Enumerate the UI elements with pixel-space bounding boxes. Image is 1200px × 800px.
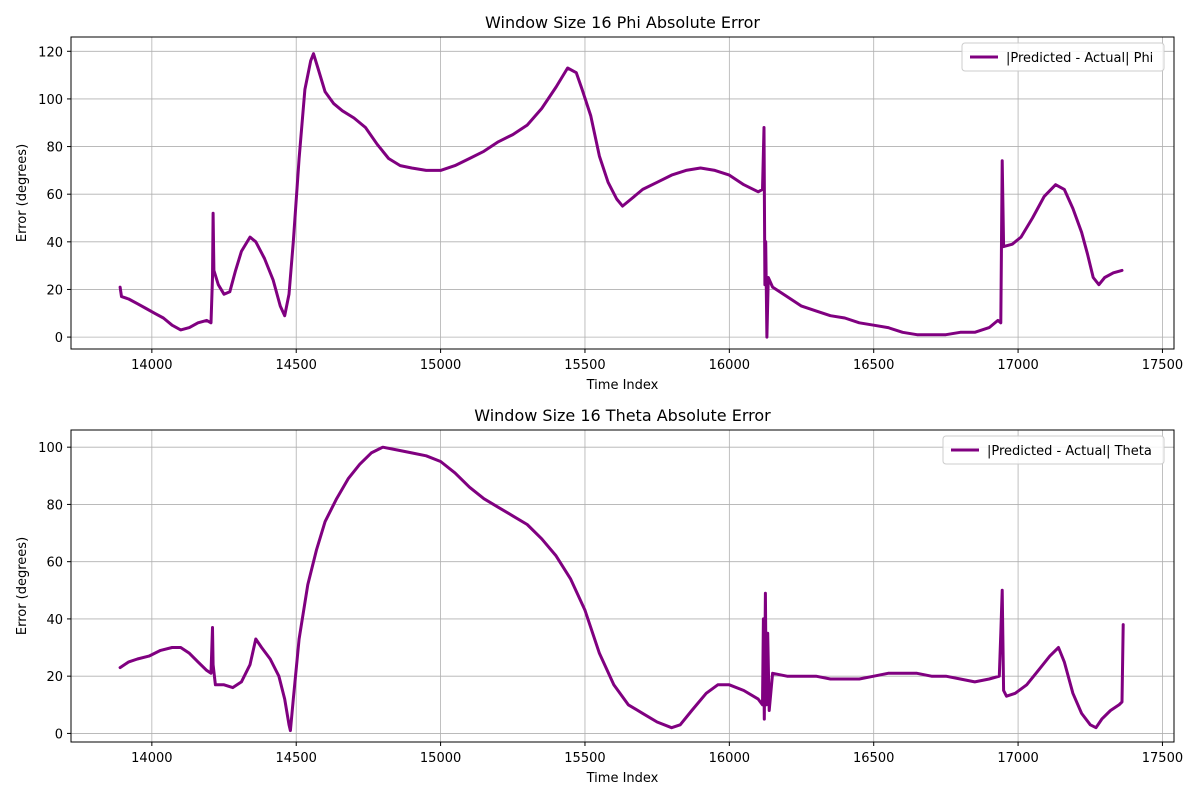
legend-box (961, 42, 1165, 72)
y-tick-label: 120 (38, 45, 63, 60)
y-tick-label: 100 (38, 93, 63, 108)
x-axis-label: Time Index (586, 771, 659, 786)
x-tick-label: 16500 (853, 358, 894, 373)
legend-box (942, 435, 1165, 465)
plot-area (71, 430, 1174, 742)
x-tick-label: 14500 (276, 358, 317, 373)
x-tick-label: 17000 (997, 358, 1038, 373)
x-tick-label: 17000 (997, 751, 1038, 766)
phi-error-chart: 14000 14500 15000 15500 16000 16500 17000 17500… (15, 13, 1183, 393)
x-tick-label: 15000 (420, 358, 461, 373)
y-tick-label: 40 (46, 613, 63, 628)
x-tick-label: 14000 (131, 751, 172, 766)
x-tick-label: 14500 (276, 751, 317, 766)
legend: |Predicted - Actual| Phi (961, 42, 1165, 72)
x-tick-label: 15500 (564, 358, 605, 373)
y-tick-label: 60 (46, 556, 63, 571)
y-tick-label: 60 (46, 188, 63, 203)
y-tick-label: 20 (46, 670, 63, 685)
y-tick-label: 80 (46, 498, 63, 513)
y-tick-label: 100 (38, 441, 63, 456)
theta-error-chart: 14000 14500 15000 15500 16000 16500 17000 17500… (15, 406, 1183, 786)
y-tick-label: 0 (55, 727, 63, 742)
x-tick-label: 15000 (420, 751, 461, 766)
x-tick-label: 16000 (709, 751, 750, 766)
legend-label: |Predicted - Actual| Phi (1006, 51, 1153, 66)
legend: |Predicted - Actual| Theta (942, 435, 1165, 465)
plot-area (71, 37, 1174, 349)
y-tick-label: 20 (46, 283, 63, 298)
chart-title: Window Size 16 Phi Absolute Error (485, 13, 760, 32)
x-tick-label: 14000 (131, 358, 172, 373)
series-line (118, 445, 1125, 733)
axes-frame (70, 36, 1175, 350)
chart-title: Window Size 16 Theta Absolute Error (474, 406, 771, 425)
y-axis-label: Error (degrees) (15, 144, 30, 242)
x-tick-label: 17500 (1142, 358, 1183, 373)
x-tick-label: 15500 (564, 751, 605, 766)
legend-label: |Predicted - Actual| Theta (987, 444, 1152, 459)
x-axis-label: Time Index (586, 378, 659, 393)
series-line (118, 52, 1124, 339)
axes-frame (70, 429, 1175, 743)
y-tick-label: 0 (55, 331, 63, 346)
x-tick-label: 16500 (853, 751, 894, 766)
y-tick-label: 40 (46, 236, 63, 251)
x-tick-label: 17500 (1142, 751, 1183, 766)
y-tick-label: 80 (46, 141, 63, 156)
x-tick-label: 16000 (709, 358, 750, 373)
y-axis-label: Error (degrees) (15, 537, 30, 635)
